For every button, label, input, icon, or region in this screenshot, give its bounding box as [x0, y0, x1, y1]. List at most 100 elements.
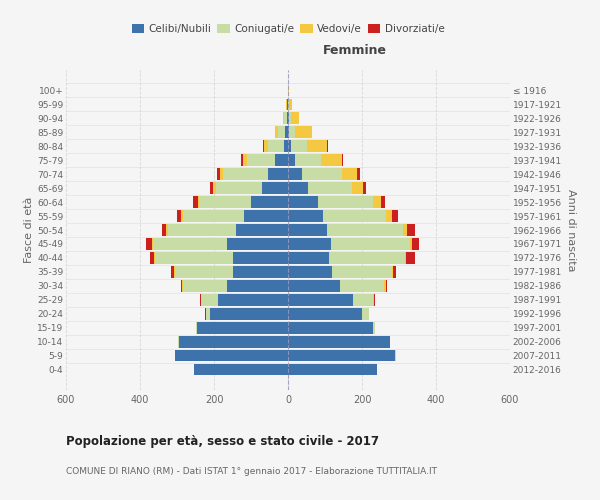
Bar: [223, 168, 268, 180]
Bar: [380, 196, 385, 208]
Bar: [284, 112, 287, 124]
Bar: [176, 210, 181, 222]
Bar: [386, 280, 387, 291]
Bar: [384, 280, 386, 291]
Bar: [216, 182, 262, 194]
Bar: [288, 322, 373, 334]
Bar: [155, 252, 233, 264]
Bar: [285, 126, 288, 138]
Bar: [288, 84, 289, 96]
Bar: [197, 322, 288, 334]
Legend: Celibi/Nubili, Coniugati/e, Vedovi/e, Divorziati/e: Celibi/Nubili, Coniugati/e, Vedovi/e, Di…: [131, 24, 445, 34]
Bar: [288, 168, 302, 180]
Bar: [341, 154, 343, 166]
Bar: [146, 238, 152, 250]
Bar: [288, 364, 377, 376]
Bar: [386, 210, 392, 222]
Bar: [331, 238, 410, 250]
Text: COMUNE DI RIANO (RM) - Dati ISTAT 1° gennaio 2017 - Elaborazione TUTTITALIA.IT: COMUNE DI RIANO (RM) - Dati ISTAT 1° gen…: [66, 468, 437, 476]
Bar: [201, 294, 218, 306]
Bar: [243, 154, 247, 166]
Text: Femmine: Femmine: [323, 44, 386, 57]
Bar: [149, 252, 154, 264]
Bar: [287, 112, 288, 124]
Bar: [288, 140, 291, 152]
Bar: [196, 322, 197, 334]
Bar: [286, 98, 287, 110]
Bar: [352, 182, 363, 194]
Bar: [329, 252, 404, 264]
Bar: [289, 112, 291, 124]
Bar: [288, 112, 289, 124]
Bar: [288, 266, 332, 278]
Bar: [393, 266, 396, 278]
Bar: [275, 126, 278, 138]
Bar: [373, 196, 380, 208]
Bar: [392, 210, 398, 222]
Bar: [166, 224, 168, 235]
Bar: [406, 252, 415, 264]
Bar: [373, 294, 374, 306]
Bar: [251, 196, 288, 208]
Bar: [332, 266, 392, 278]
Bar: [327, 224, 403, 235]
Bar: [233, 266, 288, 278]
Bar: [152, 238, 153, 250]
Bar: [162, 224, 166, 235]
Bar: [288, 196, 317, 208]
Bar: [288, 154, 295, 166]
Bar: [363, 182, 366, 194]
Bar: [283, 112, 284, 124]
Bar: [288, 350, 395, 362]
Bar: [179, 336, 288, 347]
Bar: [323, 210, 386, 222]
Bar: [263, 140, 268, 152]
Bar: [213, 182, 216, 194]
Bar: [403, 224, 407, 235]
Bar: [308, 182, 352, 194]
Bar: [288, 280, 340, 291]
Bar: [210, 308, 288, 320]
Bar: [194, 364, 288, 376]
Bar: [289, 126, 295, 138]
Bar: [175, 350, 288, 362]
Y-axis label: Anni di nascita: Anni di nascita: [566, 188, 576, 271]
Bar: [288, 308, 362, 320]
Bar: [206, 308, 210, 320]
Bar: [278, 126, 285, 138]
Bar: [302, 168, 342, 180]
Bar: [291, 140, 307, 152]
Bar: [289, 98, 292, 110]
Bar: [288, 238, 331, 250]
Bar: [193, 196, 198, 208]
Bar: [404, 252, 406, 264]
Bar: [268, 140, 284, 152]
Bar: [288, 126, 289, 138]
Bar: [327, 140, 328, 152]
Bar: [295, 154, 322, 166]
Bar: [209, 182, 213, 194]
Bar: [233, 252, 288, 264]
Bar: [284, 140, 288, 152]
Bar: [268, 168, 288, 180]
Bar: [288, 294, 353, 306]
Bar: [172, 266, 175, 278]
Bar: [236, 224, 288, 235]
Bar: [288, 336, 390, 347]
Bar: [322, 154, 341, 166]
Bar: [288, 182, 308, 194]
Bar: [412, 238, 419, 250]
Bar: [175, 266, 233, 278]
Bar: [317, 196, 373, 208]
Bar: [154, 252, 155, 264]
Bar: [168, 224, 236, 235]
Bar: [199, 196, 251, 208]
Bar: [353, 294, 373, 306]
Bar: [373, 322, 376, 334]
Bar: [288, 252, 329, 264]
Text: Popolazione per età, sesso e stato civile - 2017: Popolazione per età, sesso e stato civil…: [66, 435, 379, 448]
Bar: [218, 294, 288, 306]
Bar: [247, 154, 275, 166]
Bar: [241, 154, 243, 166]
Bar: [181, 280, 182, 291]
